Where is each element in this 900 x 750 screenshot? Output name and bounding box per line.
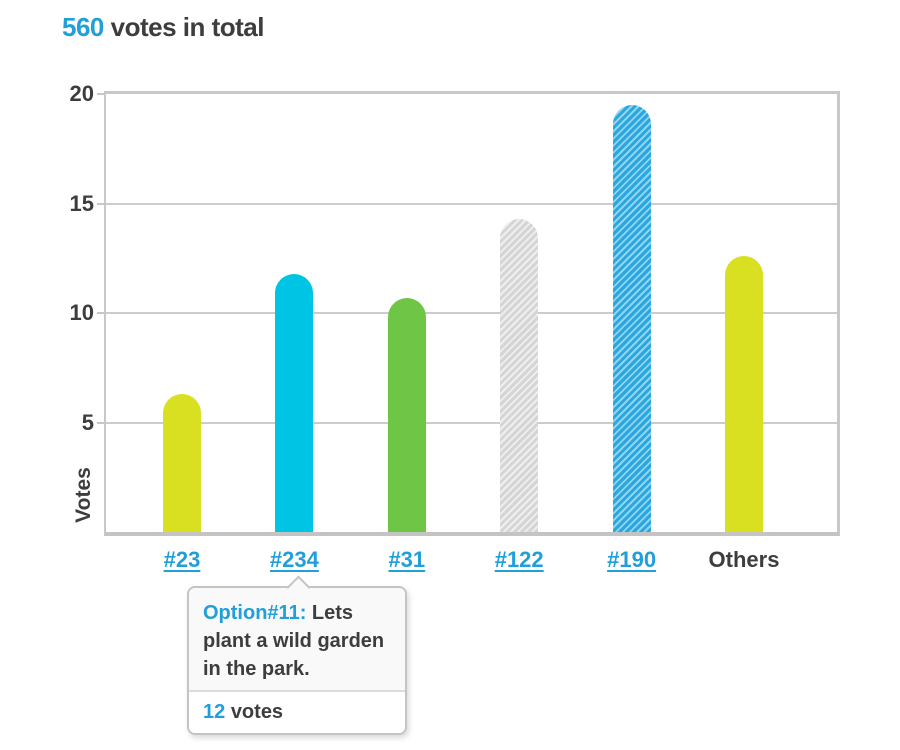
bar-190[interactable] [612,104,651,532]
y-tick-mark-5 [97,421,104,424]
bar-23[interactable] [163,394,201,532]
bar-234[interactable] [275,273,314,532]
option-link-122[interactable]: #122 [494,547,544,572]
y-tick-mark-20 [97,93,104,95]
page-title: 560 votes in total [62,12,264,43]
bar-others[interactable] [725,256,763,532]
y-tick-mark-10 [97,312,104,314]
tooltip-votes-label: votes [230,701,284,723]
bar-31[interactable] [387,297,426,532]
tooltip-votes-count: 12 [203,701,226,723]
option-link-190[interactable]: #190 [607,547,657,572]
y-tick-label-10: 10 [69,300,94,325]
y-tick-mark-15 [97,202,104,205]
option-link-23[interactable]: #23 [163,547,201,572]
option-link-234[interactable]: #234 [269,547,319,572]
option-link-31[interactable]: #31 [388,547,426,572]
page-title-text: votes in total [110,12,265,42]
y-tick-label-5: 5 [81,409,94,435]
tooltip-body: Option#11: Lets plant a wild garden in t… [189,588,405,690]
tooltip-option-label: Option#11: [203,602,307,624]
tooltip-votes-row: 12 votes [189,690,405,733]
total-votes-count: 560 [62,12,104,42]
y-axis-title: Votes [72,467,95,523]
y-tick-label-20: 20 [69,81,94,106]
category-label-others: Others [708,547,780,572]
plot-area [97,91,840,536]
tooltip: Option#11: Lets plant a wild garden in t… [187,575,407,735]
gridline-5 [106,421,837,424]
gridline-10 [106,312,837,314]
gridline-15 [106,202,837,205]
y-tick-label-15: 15 [69,190,94,216]
bar-122[interactable] [500,218,539,532]
tooltip-option-text: Lets plant a wild garden in the park. [203,602,385,680]
